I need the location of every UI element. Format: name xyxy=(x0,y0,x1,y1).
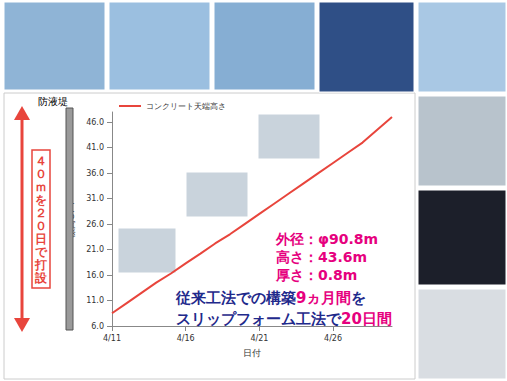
svg-text:31.0: 31.0 xyxy=(86,194,104,203)
svg-text:を: を xyxy=(35,193,47,207)
svg-text:厚さ：0.8m: 厚さ：0.8m xyxy=(275,267,357,283)
svg-text:防液堤: 防液堤 xyxy=(38,96,68,107)
svg-text:4/11: 4/11 xyxy=(103,334,121,343)
svg-text:０: ０ xyxy=(35,167,47,181)
svg-text:で: で xyxy=(35,245,48,259)
svg-text:36.0: 36.0 xyxy=(86,169,104,178)
svg-text:11.0: 11.0 xyxy=(86,296,104,305)
svg-text:２: ２ xyxy=(35,206,47,220)
svg-text:従来工法での構築: 従来工法での構築 xyxy=(175,289,296,307)
svg-text:20日間: 20日間 xyxy=(341,310,392,328)
svg-text:外径：φ90.8m: 外径：φ90.8m xyxy=(275,231,378,247)
svg-text:41.0: 41.0 xyxy=(86,143,104,152)
svg-text:日付: 日付 xyxy=(243,348,261,358)
svg-text:46.0: 46.0 xyxy=(86,118,104,127)
svg-text:を: を xyxy=(351,289,366,307)
svg-text:スリップフォーム工法で: スリップフォーム工法で xyxy=(176,310,342,328)
svg-text:４: ４ xyxy=(35,154,47,168)
svg-text:26.0: 26.0 xyxy=(86,220,104,229)
svg-text:ｍ: ｍ xyxy=(35,180,47,194)
svg-text:4/21: 4/21 xyxy=(250,334,268,343)
svg-text:21.0: 21.0 xyxy=(86,245,104,254)
svg-text:設: 設 xyxy=(34,271,48,285)
svg-text:9ヵ月間: 9ヵ月間 xyxy=(296,289,351,307)
svg-text:4/16: 4/16 xyxy=(177,334,195,343)
svg-text:高さ：43.6m: 高さ：43.6m xyxy=(276,249,367,265)
svg-text:4/26: 4/26 xyxy=(324,334,342,343)
svg-text:6.0: 6.0 xyxy=(91,322,104,331)
svg-text:０: ０ xyxy=(35,219,47,233)
svg-text:日: 日 xyxy=(35,232,47,246)
svg-text:打: 打 xyxy=(34,258,47,272)
svg-text:16.0: 16.0 xyxy=(86,271,104,280)
svg-text:コンクリート天端高さ: コンクリート天端高さ xyxy=(146,102,226,111)
